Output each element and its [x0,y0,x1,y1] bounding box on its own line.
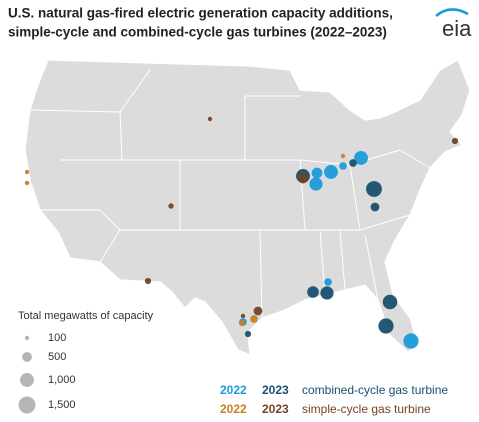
state-borders [29,69,431,319]
capacity-bubble [451,137,459,145]
key-type: simple-cycle gas turbine [302,402,431,416]
capacity-bubble [253,306,263,316]
capacity-bubble [339,162,347,170]
capacity-bubble [297,172,309,184]
key-year: 2022 [220,383,247,397]
capacity-bubble [370,202,380,212]
us-map [24,59,471,356]
capacity-bubble [250,315,258,323]
capacity-bubble [403,333,419,349]
capacity-bubble [349,159,357,167]
capacity-bubble [324,165,338,179]
size-legend-label: 1,500 [48,399,76,411]
key-year: 2023 [262,402,289,416]
capacity-bubble [382,294,398,310]
key-year: 2023 [262,383,289,397]
size-legend-circle [18,396,36,414]
size-legend-label: 1,000 [48,374,76,386]
capacity-bubble [378,318,394,334]
capacity-bubble [307,286,319,298]
capacity-bubble [207,116,213,122]
capacity-bubble [238,319,246,327]
capacity-bubble [354,151,368,165]
capacity-bubble [144,277,152,285]
size-legend-label: 500 [48,351,66,363]
capacity-bubble [309,177,323,191]
size-legend-label: 100 [48,332,66,344]
title-line: simple-cycle and combined-cycle gas turb… [8,25,387,40]
key-type: combined-cycle gas turbine [302,383,448,397]
title-line: U.S. natural gas-fired electric generati… [8,6,393,21]
capacity-bubble [320,286,334,300]
capacity-bubble [24,169,30,175]
capacity-bubble [340,153,346,159]
capacity-bubble [244,330,252,338]
logo: eia [442,16,472,41]
capacity-bubble [240,313,246,319]
logo-swoosh [435,8,469,17]
size-legend-circle [24,335,30,341]
capacity-bubble [324,278,332,286]
capacity-bubble [366,181,382,197]
size-legend-circle [20,373,34,387]
key-year: 2022 [220,402,247,416]
size-legend-circle [22,352,32,362]
capacity-bubble [24,180,30,186]
capacity-bubble [168,203,174,209]
capacity-bubble [311,167,323,179]
size-legend-title: Total megawatts of capacity [18,310,154,322]
